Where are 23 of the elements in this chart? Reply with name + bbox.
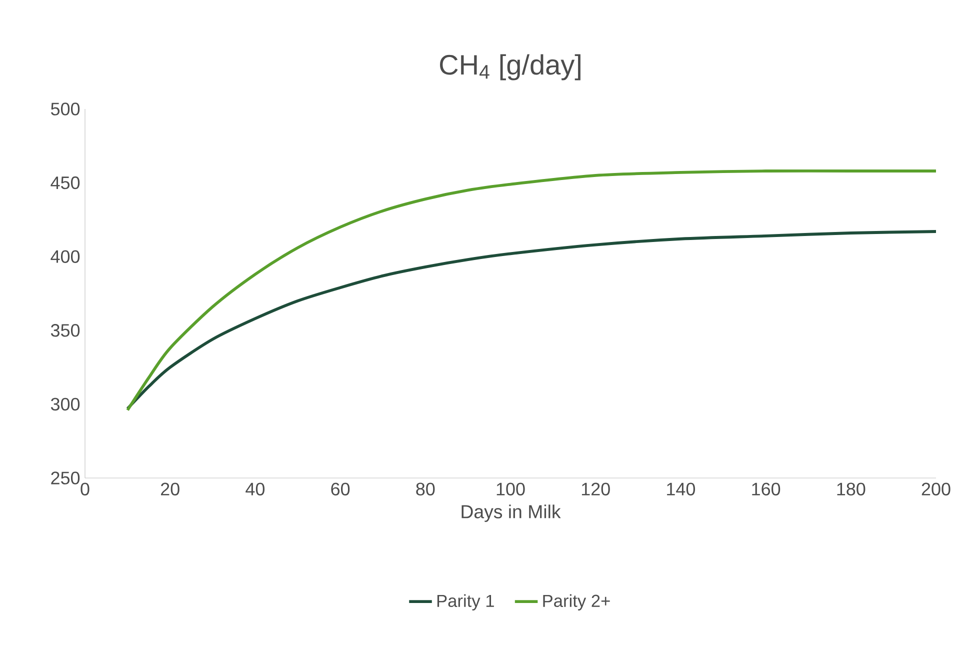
y-tick-label: 450 — [50, 176, 80, 190]
y-tick-label: 350 — [50, 324, 80, 337]
x-tick-label: 80 — [416, 482, 435, 496]
line-series — [126, 169, 936, 412]
x-tick-label: 40 — [246, 482, 265, 496]
y-tick-label: 500 — [50, 102, 80, 116]
y-tick-label: 300 — [50, 398, 80, 411]
x-tick-label: 160 — [752, 482, 780, 496]
legend-label: Parity 2+ — [543, 594, 610, 610]
x-tick-label: 120 — [582, 482, 610, 496]
x-tick-label: 180 — [837, 482, 866, 496]
x-tick-label: 60 — [331, 482, 350, 496]
x-tick-label: 0 — [80, 482, 90, 496]
chart-title: CH$_{4}$ [g/day] — [440, 54, 580, 80]
x-tick-label: 20 — [160, 482, 180, 496]
legend-label: Parity 1 — [437, 594, 494, 610]
x-tick-label: 100 — [496, 482, 525, 496]
y-tick-label: 250 — [51, 472, 80, 484]
x-tick-label: 140 — [667, 482, 696, 496]
x-tick-label: 200 — [922, 482, 950, 496]
y-tick-label: 400 — [50, 250, 80, 263]
line-series — [126, 230, 936, 410]
x-axis-title: Days in Milk — [462, 504, 561, 522]
